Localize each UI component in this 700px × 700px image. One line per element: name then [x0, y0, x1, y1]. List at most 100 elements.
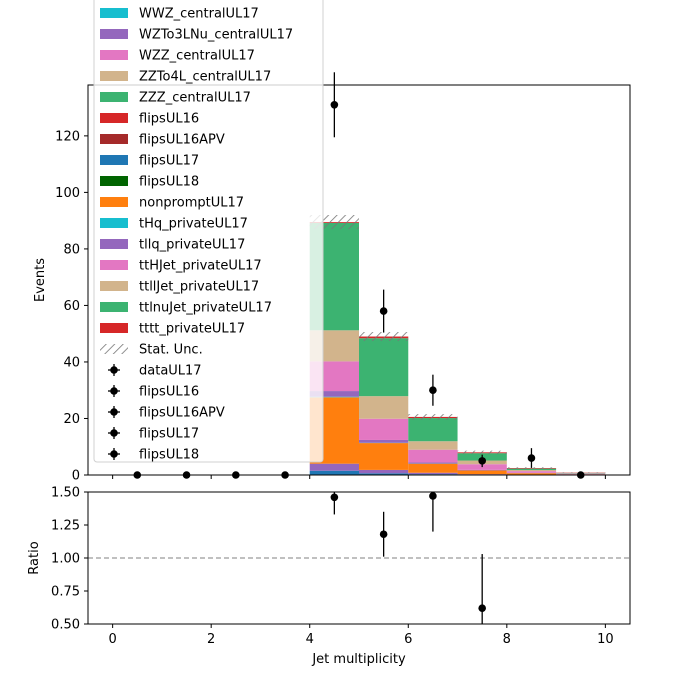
ratio-y-tick-label: 1.25 — [51, 519, 80, 534]
legend-label: ttllJet_privateUL17 — [139, 280, 259, 295]
legend-swatch — [100, 134, 128, 144]
y-tick-label: 40 — [63, 355, 80, 370]
bar-segment — [506, 468, 557, 471]
legend: WWZ_centralUL17 WZTo3LNu_centralUL17 WZZ_c… — [93, 0, 324, 463]
legend-label: flipsUL16 — [139, 112, 199, 127]
legend-label: WWZ_centralUL17 — [139, 7, 259, 22]
legend-swatch — [100, 281, 128, 291]
bar-segment — [506, 471, 557, 473]
ratio-points — [330, 492, 486, 624]
bar-segment — [408, 449, 458, 463]
ratio-plot: 0.50 0.75 1.00 1.25 1.50 0 2 4 6 8 10 Ratio Jet m… — [27, 486, 631, 667]
legend-label: flipsUL17 — [139, 427, 199, 442]
x-tick-label: 6 — [404, 632, 412, 647]
bar-segment — [457, 469, 507, 471]
legend-swatch — [100, 155, 128, 165]
main-x-ticks — [112, 475, 606, 479]
legend-label: WZTo3LNu_centralUL17 — [139, 28, 293, 43]
legend-label: flipsUL16APV — [139, 133, 225, 148]
bar-segment — [408, 463, 458, 473]
bar-segment — [309, 470, 359, 475]
bar-segment — [408, 418, 458, 442]
legend-hatch-swatch — [100, 344, 128, 354]
bar-segment — [359, 418, 409, 440]
bar-segment — [359, 469, 409, 474]
legend-label: ttHJet_privateUL17 — [139, 259, 262, 274]
bar-segment — [457, 470, 507, 475]
legend-marker — [110, 429, 118, 437]
bar-segment — [457, 474, 507, 475]
legend-label: flipsUL16 — [139, 385, 199, 400]
legend-marker — [110, 408, 118, 416]
legend-swatch — [100, 218, 128, 228]
legend-label: flipsUL18 — [139, 448, 199, 463]
bar-segment — [408, 462, 458, 464]
x-tick-label: 4 — [306, 632, 314, 647]
bar-segment — [408, 441, 458, 450]
ratio-y-tick-label: 0.50 — [51, 618, 80, 633]
stat-unc-band — [457, 450, 507, 455]
data-point — [527, 454, 536, 462]
legend-swatch — [100, 323, 128, 333]
ratio-point — [478, 604, 486, 612]
legend-label: tHq_privateUL17 — [139, 217, 248, 232]
legend-label: ZZTo4L_centralUL17 — [139, 70, 271, 85]
legend-swatch — [100, 8, 128, 18]
bar-segment — [506, 473, 557, 475]
x-tick-label: 8 — [503, 632, 511, 647]
legend-swatch — [100, 113, 128, 123]
ratio-point — [330, 493, 339, 502]
data-point — [330, 100, 339, 109]
legend-marker — [110, 366, 118, 374]
bar-segment — [359, 338, 409, 397]
y-tick-label: 0 — [72, 469, 80, 484]
legend-label: flipsUL16APV — [139, 406, 225, 421]
legend-label: flipsUL18 — [139, 175, 199, 190]
ratio-point — [429, 492, 437, 500]
ratio-y-tick-label: 1.50 — [51, 486, 80, 501]
main-y-ticks: 0 20 40 60 80 100 120 — [55, 129, 88, 484]
legend-swatch — [100, 50, 128, 60]
x-tick-label: 2 — [207, 632, 215, 647]
ratio-point — [379, 530, 388, 539]
legend-label: dataUL17 — [139, 364, 202, 379]
bar-segment — [359, 396, 409, 419]
legend-label: nonpromptUL17 — [139, 196, 244, 211]
x-axis-label: Jet multiplicity — [311, 652, 406, 667]
y-tick-label: 100 — [55, 186, 80, 201]
legend-marker — [110, 387, 118, 395]
bar-segment — [359, 473, 409, 475]
y-tick-label: 80 — [63, 242, 80, 257]
main-plot: 0 20 40 60 80 100 120 Events WWZ_centralUL17 WZ… — [33, 0, 631, 484]
bar-segment — [309, 396, 359, 398]
y-tick-label: 20 — [63, 412, 80, 427]
legend-label: ttlnuJet_privateUL17 — [139, 301, 272, 316]
y-tick-label: 60 — [63, 299, 80, 314]
main-y-axis-label: Events — [33, 258, 48, 302]
legend-box — [93, 0, 324, 463]
legend-swatch — [100, 239, 128, 249]
data-point — [478, 457, 486, 465]
legend-label: WZZ_centralUL17 — [139, 49, 255, 64]
legend-swatch — [100, 176, 128, 186]
ratio-x-ticks: 0 2 4 6 8 10 — [108, 624, 614, 647]
legend-swatch — [100, 29, 128, 39]
bar-segment — [359, 443, 409, 470]
legend-label: tttt_privateUL17 — [139, 322, 245, 337]
legend-label: flipsUL17 — [139, 154, 199, 169]
stacked-bars — [309, 222, 606, 475]
bar-segment — [309, 391, 359, 397]
legend-label: ZZZ_centralUL17 — [139, 91, 251, 106]
ratio-y-axis-label: Ratio — [27, 541, 42, 574]
stat-unc-band — [359, 332, 409, 342]
ratio-y-tick-label: 0.75 — [51, 585, 80, 600]
bar-segment — [506, 470, 557, 472]
legend-swatch — [100, 197, 128, 207]
y-tick-label: 120 — [55, 129, 80, 144]
legend-swatch — [100, 260, 128, 270]
stat-unc-band — [506, 467, 557, 469]
x-tick-label: 0 — [108, 632, 116, 647]
x-tick-label: 10 — [597, 632, 614, 647]
legend-marker — [110, 450, 118, 458]
